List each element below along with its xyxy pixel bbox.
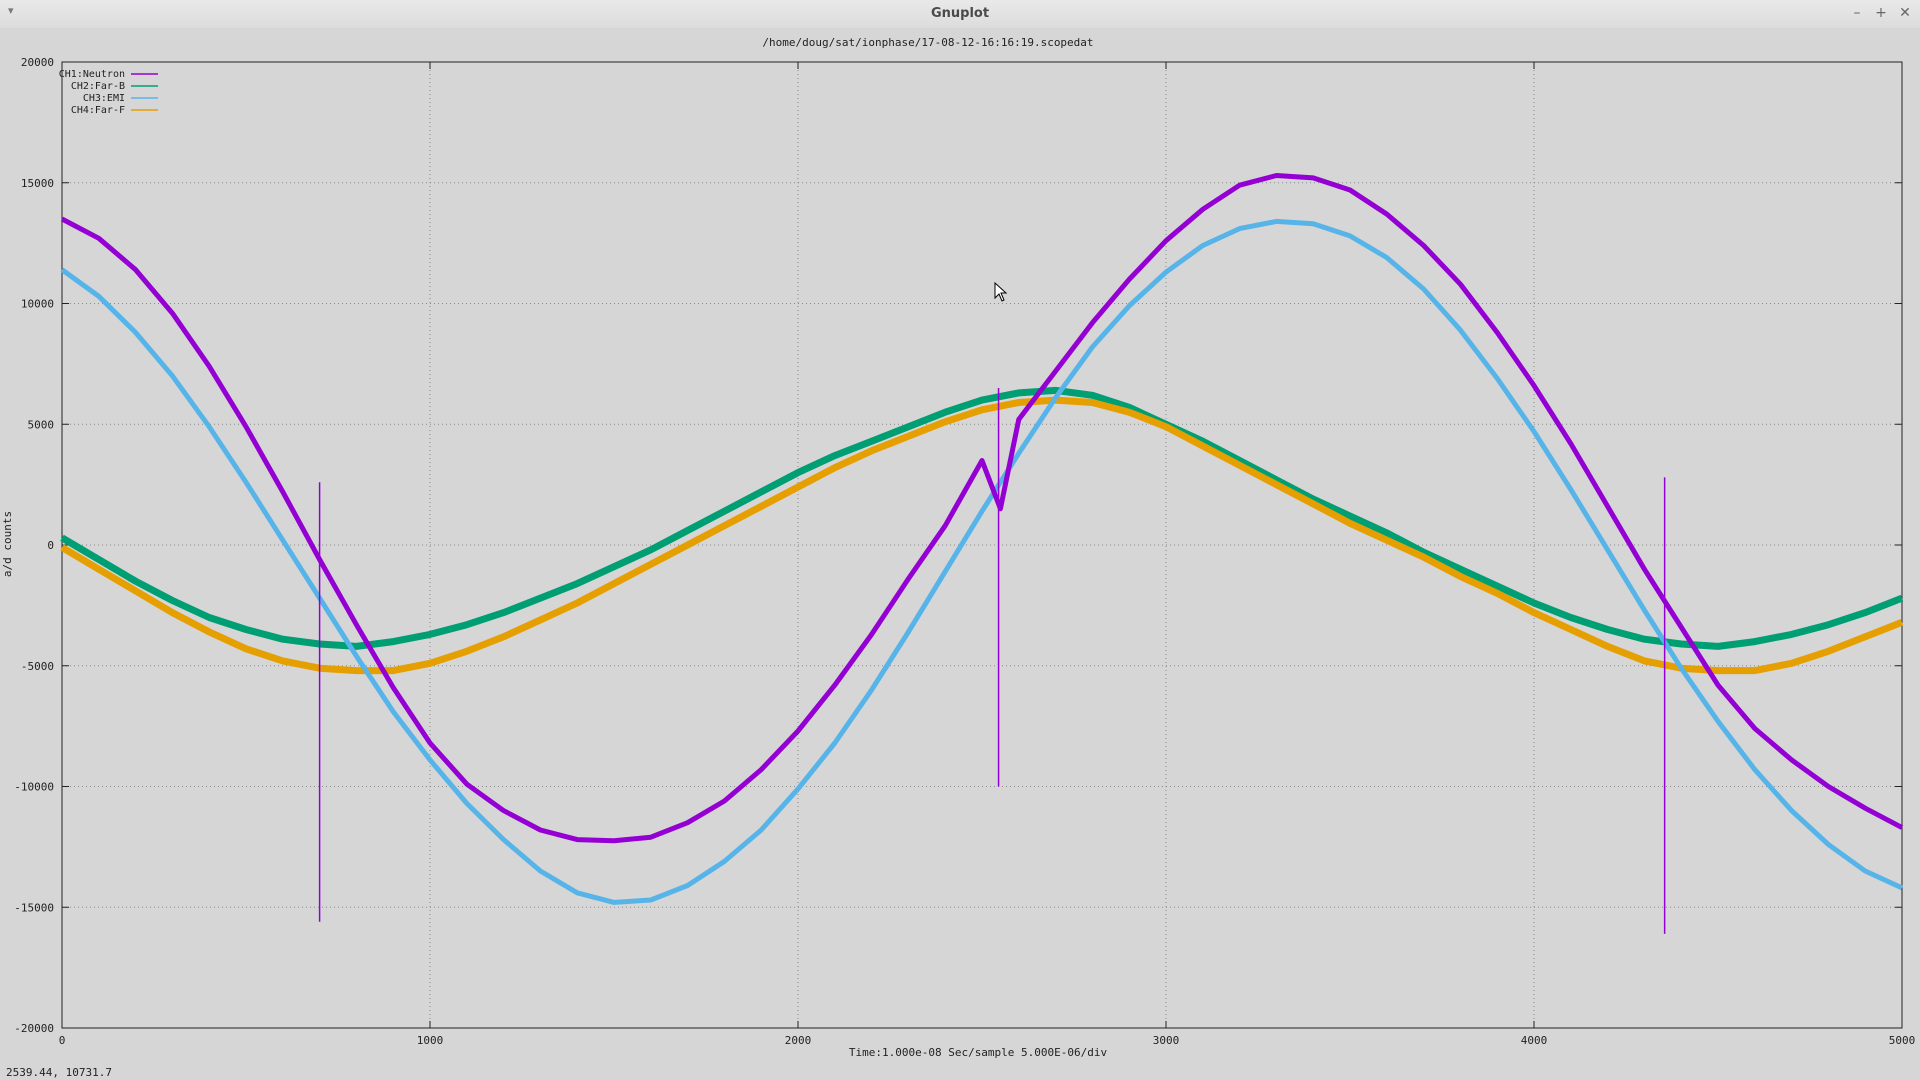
window-titlebar: ▾ Gnuplot – + ✕ bbox=[0, 0, 1920, 29]
y-axis-label: a/d counts bbox=[1, 511, 14, 577]
legend-label: CH1:Neutron bbox=[59, 69, 125, 80]
legend-label: CH3:EMI bbox=[83, 93, 125, 104]
maximize-icon[interactable]: + bbox=[1875, 5, 1887, 21]
menu-arrow-icon[interactable]: ▾ bbox=[8, 4, 14, 17]
x-tick-label: 4000 bbox=[1521, 1034, 1548, 1047]
mouse-cursor-icon bbox=[994, 282, 1008, 302]
x-axis: 0 1000 2000 3000 4000 5000 bbox=[59, 62, 1916, 1047]
y-tick-label: 5000 bbox=[28, 418, 55, 431]
y-tick-label: -20000 bbox=[14, 1022, 54, 1035]
chart-title: /home/doug/sat/ionphase/17-08-12-16:16:1… bbox=[762, 36, 1093, 49]
coordinate-readout: 2539.44, 10731.7 bbox=[6, 1066, 112, 1079]
x-axis-label: Time:1.000e-08 Sec/sample 5.000E-06/div bbox=[849, 1046, 1108, 1059]
legend-label: CH4:Far-F bbox=[71, 105, 125, 116]
y-axis: -20000 -15000 -10000 -5000 0 5000 10000 15000 20… bbox=[14, 56, 1902, 1035]
window-title: Gnuplot bbox=[930, 6, 990, 21]
y-tick-label: 10000 bbox=[21, 298, 54, 311]
grid bbox=[62, 62, 1902, 1028]
x-tick-label: 2000 bbox=[785, 1034, 812, 1047]
y-tick-label: 15000 bbox=[21, 177, 54, 190]
y-tick-label: -10000 bbox=[14, 781, 54, 794]
close-icon[interactable]: ✕ bbox=[1899, 5, 1911, 21]
x-tick-label: 1000 bbox=[417, 1034, 444, 1047]
series-line-ch3-emi bbox=[60, 218, 1904, 905]
y-tick-label: 20000 bbox=[21, 56, 54, 69]
legend-label: CH2:Far-B bbox=[71, 81, 125, 92]
x-tick-label: 5000 bbox=[1889, 1034, 1916, 1047]
y-tick-label: -5000 bbox=[21, 660, 54, 673]
series-line-ch1-neutron bbox=[60, 173, 1904, 844]
minimize-icon[interactable]: – bbox=[1853, 5, 1861, 21]
series-group bbox=[60, 173, 1904, 934]
y-tick-label: 0 bbox=[47, 539, 54, 552]
chart-area[interactable]: -20000-15000-10000-500005000100001500020… bbox=[0, 28, 1920, 1068]
x-tick-label: 0 bbox=[59, 1034, 66, 1047]
x-tick-label: 3000 bbox=[1153, 1034, 1180, 1047]
y-tick-label: -15000 bbox=[14, 901, 54, 914]
